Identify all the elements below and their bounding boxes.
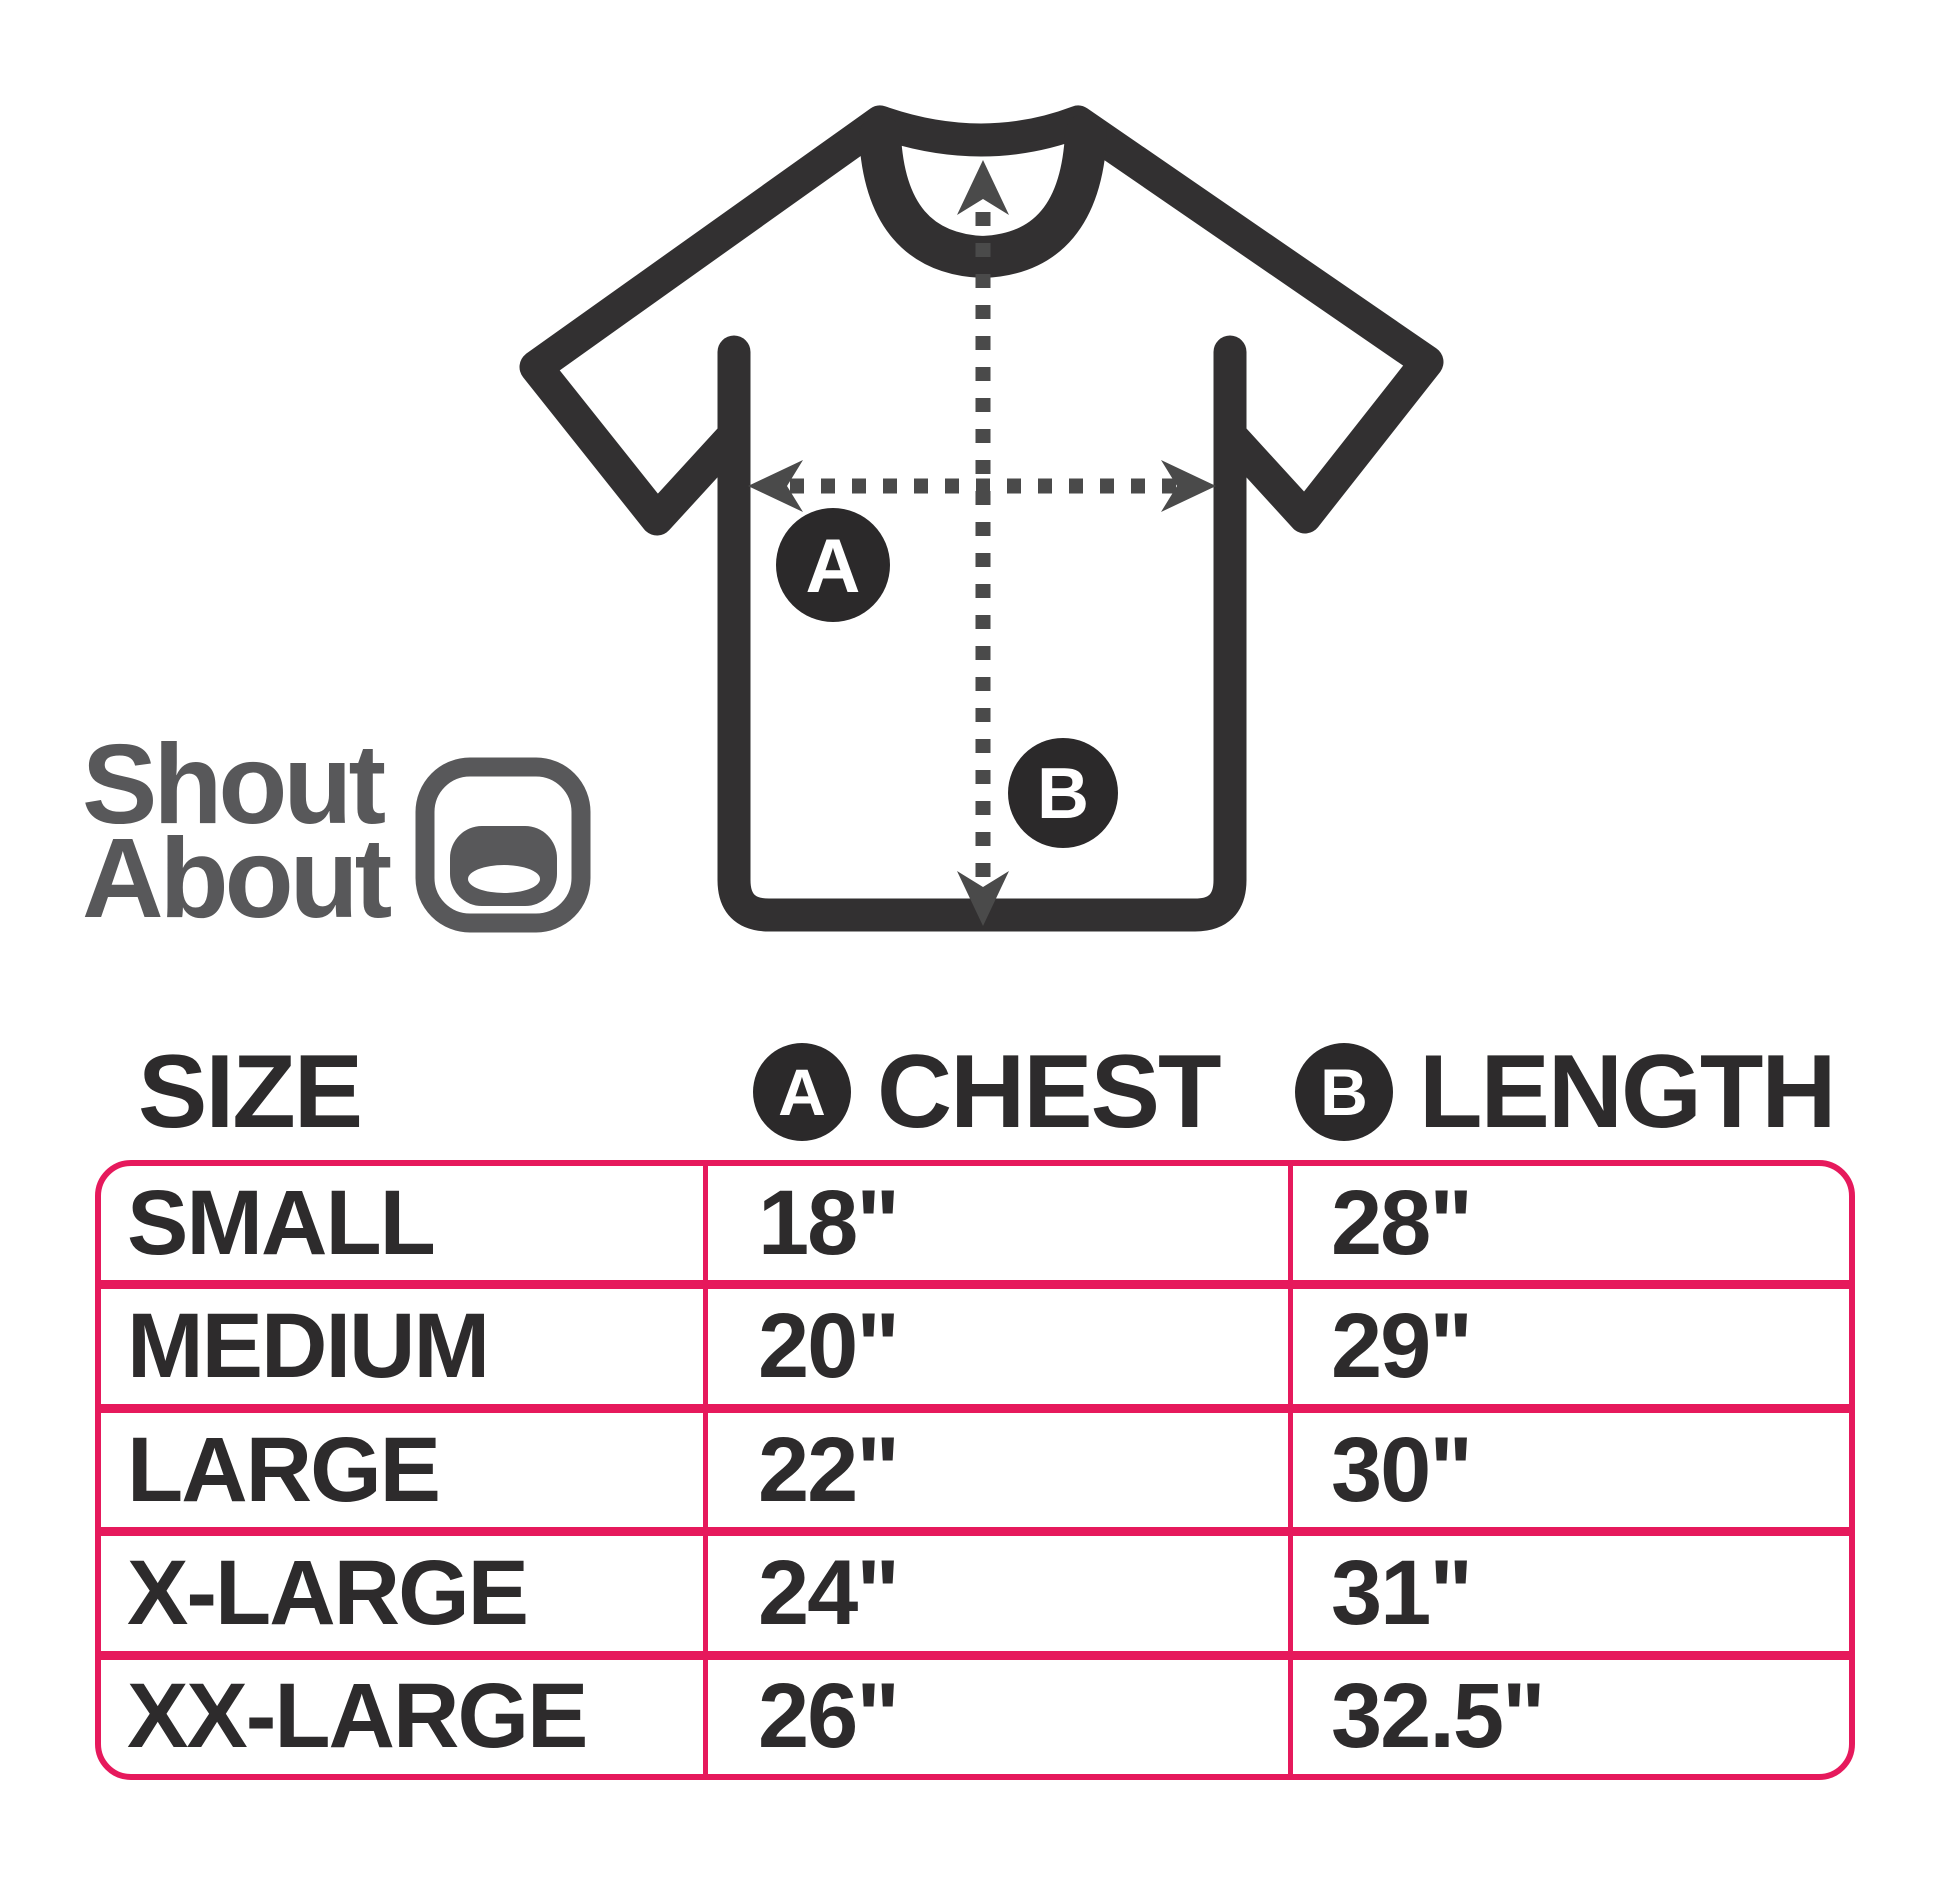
logo-word-line2: About xyxy=(82,814,392,941)
header-marker-a-icon: A xyxy=(753,1043,851,1141)
table-column-divider xyxy=(703,1166,708,1774)
length-cell: 30" xyxy=(1331,1418,1473,1521)
arrow-up-icon xyxy=(957,160,1009,215)
column-header-length-label: LENGTH xyxy=(1419,1033,1837,1150)
size-cell: LARGE xyxy=(127,1418,441,1521)
diagram-marker-b: B xyxy=(1008,738,1118,848)
table-column-divider xyxy=(1288,1166,1293,1774)
chest-cell: 24" xyxy=(758,1541,900,1644)
size-cell: MEDIUM xyxy=(127,1295,490,1398)
column-header-size: SIZE xyxy=(138,1034,363,1150)
logo-wordmark: Shout About xyxy=(82,721,392,941)
length-cell: 32.5" xyxy=(1331,1665,1546,1768)
size-table: SMALL 18" 28" MEDIUM 20" 29" LARGE 22" 3… xyxy=(95,1160,1855,1780)
shout-about-logo-icon xyxy=(415,757,591,933)
length-arrow xyxy=(957,160,1009,926)
column-header-size-label: SIZE xyxy=(138,1033,363,1150)
chest-cell: 22" xyxy=(758,1418,900,1521)
chest-cell: 26" xyxy=(758,1665,900,1768)
size-cell: SMALL xyxy=(127,1171,436,1274)
logo-word-line1: Shout xyxy=(82,721,386,847)
chest-arrow xyxy=(748,460,1216,512)
length-cell: 31" xyxy=(1331,1541,1473,1644)
table-row: SMALL 18" 28" xyxy=(101,1166,1849,1280)
header-marker-b-icon: B xyxy=(1295,1043,1393,1141)
chest-cell: 20" xyxy=(758,1295,900,1398)
length-cell: 29" xyxy=(1331,1295,1473,1398)
column-header-chest: A CHEST xyxy=(753,1034,1221,1150)
arrow-left-icon xyxy=(748,460,803,512)
diagram-marker-a: A xyxy=(776,508,890,622)
tshirt-measurement-diagram: A B xyxy=(519,105,1444,932)
table-row: LARGE 22" 30" xyxy=(101,1403,1849,1527)
size-cell: X-LARGE xyxy=(127,1541,529,1644)
diagram-marker-a-label: A xyxy=(806,524,861,609)
diagram-marker-b-label: B xyxy=(1037,754,1089,834)
arrow-down-icon xyxy=(957,871,1009,926)
table-row: X-LARGE 24" 31" xyxy=(101,1527,1849,1650)
arrow-right-icon xyxy=(1161,460,1216,512)
column-header-length: B LENGTH xyxy=(1295,1034,1837,1150)
chest-cell: 18" xyxy=(758,1171,900,1274)
table-row: XX-LARGE 26" 32.5" xyxy=(101,1650,1849,1774)
table-row: MEDIUM 20" 29" xyxy=(101,1280,1849,1403)
column-header-chest-label: CHEST xyxy=(877,1033,1221,1150)
length-cell: 28" xyxy=(1331,1171,1473,1274)
size-cell: XX-LARGE xyxy=(127,1665,588,1768)
